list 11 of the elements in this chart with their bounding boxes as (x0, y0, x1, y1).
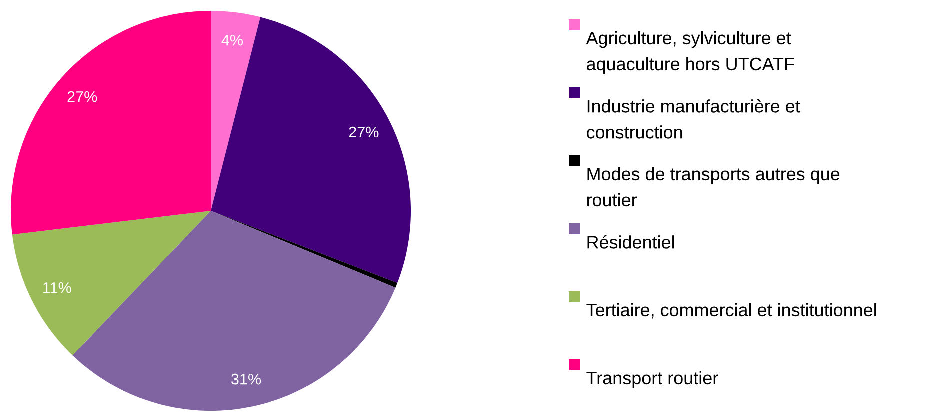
legend-label: Transport routier (586, 371, 718, 388)
legend-label: Tertiaire, commercial et institutionnel (586, 303, 876, 319)
data-label: 11% (44, 282, 72, 294)
legend-label: Résidentiel (588, 235, 674, 249)
data-label: 4% (222, 34, 244, 46)
data-label: 31% (232, 374, 262, 385)
legend-label: Modes de transports autres que routier (587, 167, 840, 207)
data-label: 27% (349, 126, 379, 138)
legend-label: Agriculture, sylviculture et aquaculture hors UTCATF (586, 31, 794, 74)
legend-label: Industrie manufacturière et construction (587, 99, 800, 139)
data-label: 27% (68, 91, 98, 102)
